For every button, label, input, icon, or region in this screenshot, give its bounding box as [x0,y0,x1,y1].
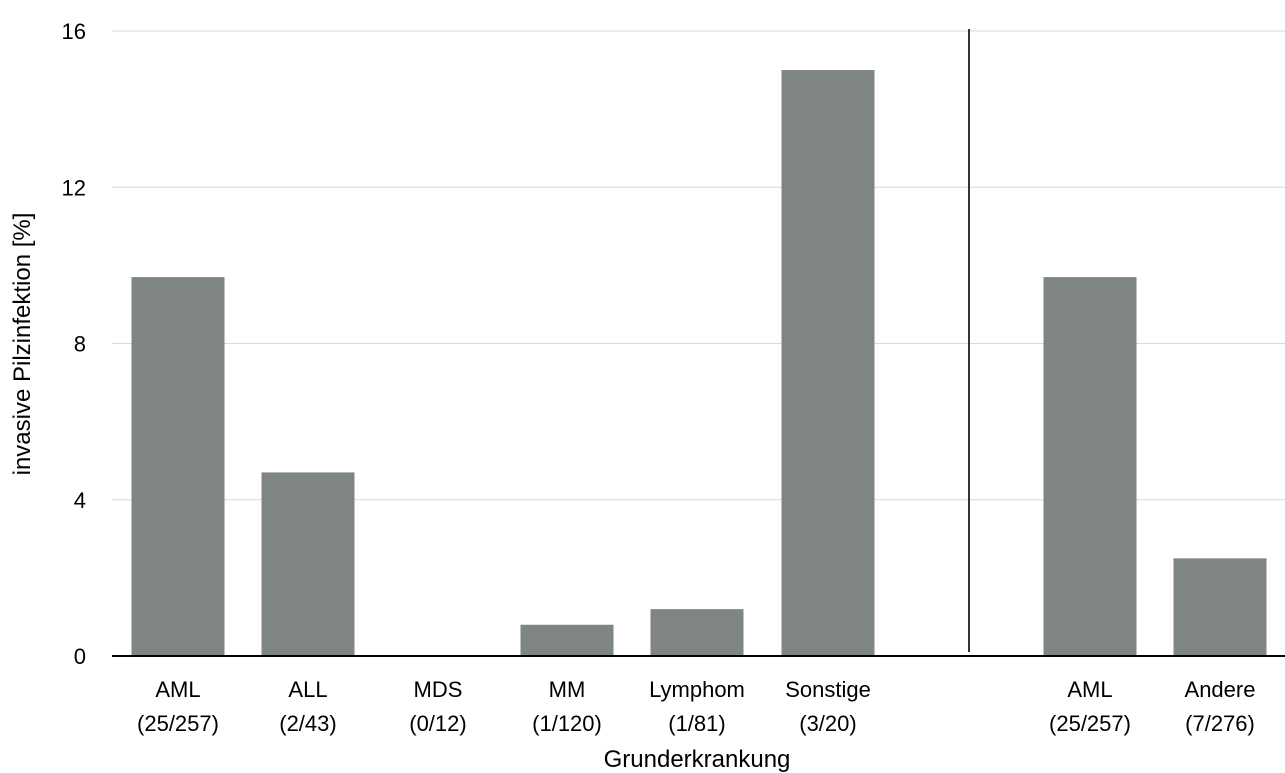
x-tick-label: MDS [414,677,463,702]
x-tick-count-label: (7/276) [1185,711,1255,736]
y-tick-label: 12 [62,175,86,200]
y-tick-label: 16 [62,19,86,44]
x-tick-count-label: (3/20) [799,711,856,736]
bar-lymphom [650,609,744,656]
y-tick-labels: 0 4 8 12 16 [62,19,86,669]
x-tick-label: Andere [1185,677,1256,702]
x-tick-count-label: (1/120) [532,711,602,736]
x-tick-label: ALL [288,677,327,702]
x-tick-labels: AML (25/257) ALL (2/43) MDS (0/12) MM (1/120) Ly… [137,677,1255,736]
y-tick-label: 4 [74,488,86,513]
x-tick-count-label: (2/43) [279,711,336,736]
x-tick-count-label: (25/257) [137,711,219,736]
x-tick-label: Lymphom [649,677,745,702]
x-tick-count-label: (25/257) [1049,711,1131,736]
bar-aml [131,277,225,656]
x-tick-label: MM [549,677,586,702]
y-tick-label: 8 [74,332,86,357]
y-axis-title: invasive Pilzinfektion [%] [9,213,36,476]
bar-mm [520,624,614,656]
bars [131,70,1267,656]
x-tick-count-label: (1/81) [668,711,725,736]
x-tick-count-label: (0/12) [409,711,466,736]
bar-andere [1173,558,1267,656]
x-axis-title: Grunderkrankung [604,746,791,773]
x-tick-label: AML [155,677,200,702]
bar-sonstige [781,70,875,656]
bar-all [261,472,355,656]
bar-aml [1043,277,1137,656]
x-tick-label: AML [1067,677,1112,702]
y-tick-label: 0 [74,644,86,669]
x-tick-label: Sonstige [785,677,871,702]
